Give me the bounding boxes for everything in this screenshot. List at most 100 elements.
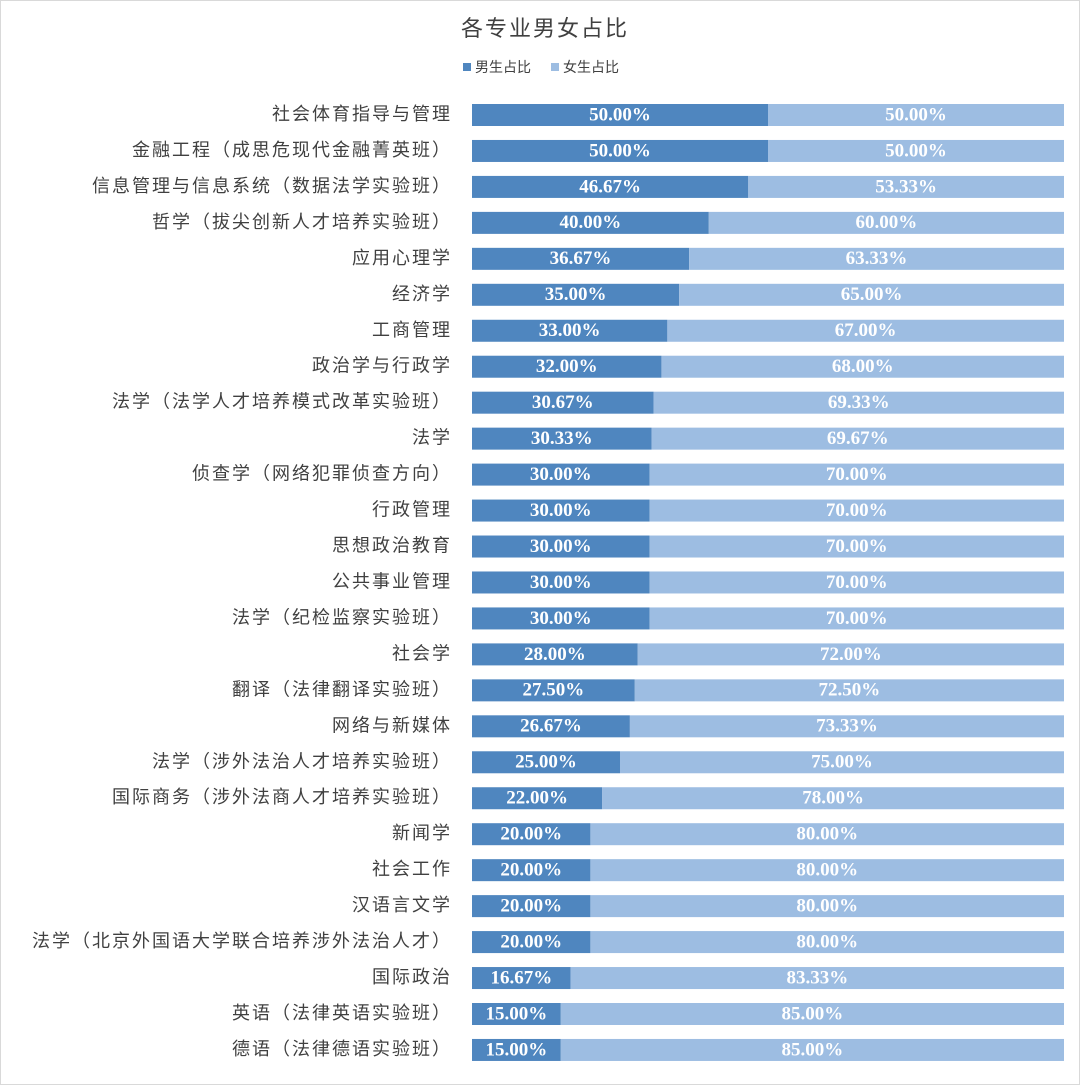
value-label: 50.00%	[885, 140, 947, 161]
value-label: 63.33%	[846, 248, 908, 269]
value-label: 70.00%	[826, 500, 888, 521]
y-tick-label: 政治学与行政学	[312, 356, 452, 377]
value-label: 35.00%	[545, 284, 607, 305]
value-label: 50.00%	[589, 104, 651, 125]
bar-segment	[570, 967, 1064, 990]
y-tick-label: 新闻学	[392, 823, 452, 844]
bar-segment	[472, 715, 630, 738]
bar-segment	[667, 319, 1064, 342]
bar-segment	[472, 427, 652, 450]
value-label: 30.00%	[530, 500, 592, 521]
bar-segment	[560, 1038, 1064, 1061]
bar-segment	[768, 104, 1064, 126]
value-label: 15.00%	[486, 1039, 548, 1060]
value-label: 65.00%	[841, 284, 903, 305]
y-tick-label: 经济学	[392, 284, 452, 305]
y-tick-label: 汉语言文学	[352, 895, 452, 916]
bar-segment	[472, 211, 709, 234]
value-label: 32.00%	[536, 356, 598, 377]
y-tick-label: 思想政治教育	[332, 536, 452, 557]
value-label: 75.00%	[811, 752, 873, 773]
bar-segment	[649, 463, 1064, 486]
legend-label: 女生占比	[563, 59, 619, 76]
bar-segment	[602, 787, 1064, 810]
value-label: 27.50%	[523, 680, 585, 701]
bar-segment	[649, 535, 1064, 558]
value-label: 33.00%	[539, 320, 601, 341]
value-label: 20.00%	[500, 824, 562, 845]
value-label: 53.33%	[875, 176, 937, 197]
y-tick-label: 金融工程（成思危现代金融菁英班）	[132, 140, 452, 161]
value-label: 30.00%	[530, 572, 592, 593]
value-label: 22.00%	[506, 788, 568, 809]
value-label: 36.67%	[550, 248, 612, 269]
value-label: 70.00%	[826, 536, 888, 557]
y-tick-label: 法学（涉外法治人才培养实验班）	[152, 751, 452, 772]
bar-segment	[472, 355, 662, 378]
bar-segment	[708, 211, 1064, 234]
value-label: 70.00%	[826, 608, 888, 629]
bar-segment	[629, 715, 1064, 738]
bar-segment	[649, 499, 1064, 522]
y-tick-label: 法学（法学人才培养模式改革实验班）	[112, 392, 452, 413]
y-tick-label: 工商管理	[372, 320, 452, 341]
y-tick-label: 信息管理与信息系统（数据法学实验班）	[92, 176, 452, 197]
bar-segment	[472, 931, 591, 954]
value-label: 78.00%	[802, 788, 864, 809]
y-tick-label: 社会工作	[372, 859, 452, 880]
y-tick-label: 国际商务（涉外法商人才培养实验班）	[112, 787, 452, 808]
bar-segment	[472, 823, 591, 846]
bar-segment	[472, 175, 749, 198]
bar-segment	[472, 247, 690, 270]
value-label: 30.67%	[532, 392, 594, 413]
value-label: 83.33%	[786, 967, 848, 988]
y-tick-label: 国际政治	[372, 967, 452, 988]
y-tick-label: 法学（北京外国语大学联合培养涉外法治人才）	[32, 931, 452, 952]
bar-segment	[472, 319, 668, 342]
y-tick-label: 网络与新媒体	[332, 715, 452, 736]
bar-segment	[590, 931, 1064, 954]
bar-segment	[748, 175, 1064, 198]
y-tick-label: 侦查学（网络犯罪侦查方向）	[192, 464, 452, 485]
y-tick-label: 翻译（法律翻译实验班）	[232, 679, 452, 700]
bar-segment	[689, 247, 1064, 270]
value-label: 30.33%	[531, 428, 593, 449]
value-label: 67.00%	[835, 320, 897, 341]
bar-segment	[472, 535, 650, 558]
value-label: 70.00%	[826, 464, 888, 485]
value-label: 30.00%	[530, 536, 592, 557]
value-label: 15.00%	[486, 1003, 548, 1024]
bar-segment	[472, 571, 650, 594]
value-label: 69.67%	[827, 428, 889, 449]
value-label: 20.00%	[500, 860, 562, 881]
legend-swatch	[463, 63, 471, 71]
value-label: 80.00%	[796, 895, 858, 916]
y-tick-label: 应用心理学	[352, 248, 452, 269]
value-label: 46.67%	[579, 176, 641, 197]
bar-segment	[472, 859, 591, 882]
value-label: 50.00%	[589, 140, 651, 161]
bar-segment	[590, 859, 1064, 882]
value-label: 85.00%	[782, 1003, 844, 1024]
value-label: 26.67%	[520, 716, 582, 737]
value-label: 80.00%	[796, 824, 858, 845]
y-tick-label: 法学（纪检监察实验班）	[232, 607, 452, 628]
value-label: 40.00%	[560, 212, 622, 233]
bar-segment	[472, 499, 650, 522]
value-label: 30.00%	[530, 464, 592, 485]
value-label: 80.00%	[796, 931, 858, 952]
value-label: 28.00%	[524, 644, 586, 665]
legend-swatch	[551, 63, 559, 71]
bar-segment	[472, 679, 635, 702]
bar-segment	[472, 104, 768, 126]
value-label: 30.00%	[530, 608, 592, 629]
bar-segment	[472, 391, 654, 414]
bar-segment	[679, 283, 1064, 306]
bar-segment	[637, 643, 1064, 666]
bar-segment	[472, 463, 650, 486]
bar-segment	[472, 1038, 561, 1061]
bar-segment	[590, 823, 1064, 846]
y-tick-label: 法学	[412, 428, 452, 449]
value-label: 72.50%	[819, 680, 881, 701]
bar-segment	[472, 787, 603, 810]
